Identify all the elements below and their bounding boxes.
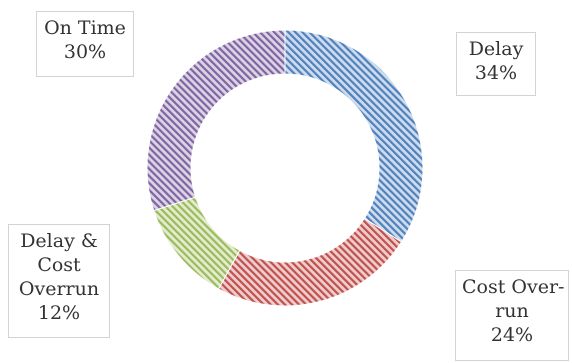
- data-label-delay: Delay 34%: [456, 32, 536, 96]
- data-label-delay-cost-overrun-value: 12%: [37, 302, 81, 324]
- data-label-cost-overrun-line2: run: [495, 300, 529, 322]
- donut-slices: [146, 29, 424, 307]
- slice-on-time: [146, 29, 286, 212]
- data-label-delay-name: Delay: [468, 38, 524, 60]
- data-label-delay-cost-overrun-line3: Overrun: [18, 278, 100, 300]
- data-label-delay-cost-overrun: Delay & Cost Overrun 12%: [8, 224, 110, 338]
- slice-cost-overrun: [217, 217, 403, 307]
- data-label-on-time-value: 30%: [63, 41, 107, 63]
- data-label-cost-overrun-value: 24%: [490, 324, 534, 346]
- data-label-on-time-name: On Time: [44, 17, 126, 39]
- data-label-delay-cost-overrun-line2: Cost: [37, 254, 81, 276]
- data-label-cost-overrun: Cost Over- run 24%: [455, 270, 569, 361]
- data-label-delay-cost-overrun-line1: Delay &: [20, 230, 98, 252]
- data-label-on-time: On Time 30%: [36, 11, 134, 77]
- data-label-delay-value: 34%: [474, 62, 518, 84]
- data-label-cost-overrun-line1: Cost Over-: [462, 276, 565, 298]
- slice-delay: [284, 29, 424, 243]
